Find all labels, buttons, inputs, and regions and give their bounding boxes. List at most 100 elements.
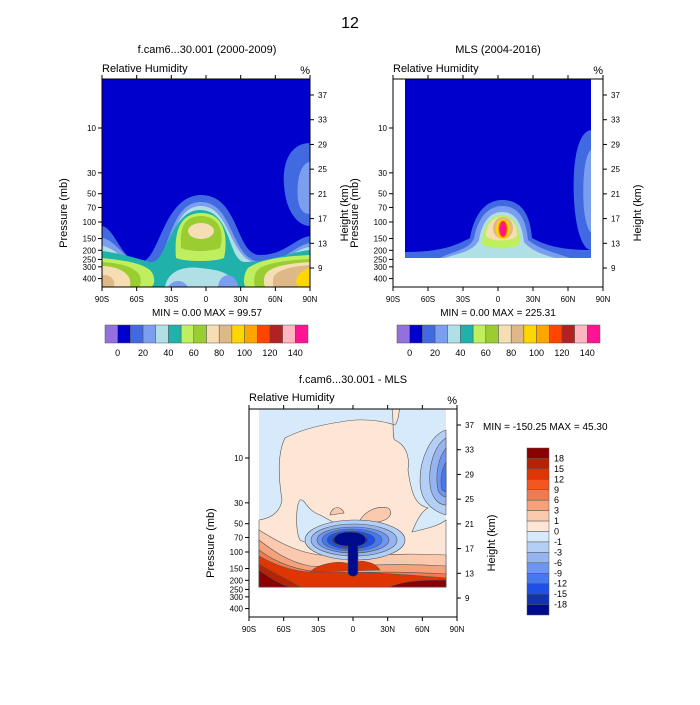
colorbar-box [104, 324, 118, 344]
x-tick-label: 60S [277, 625, 291, 634]
y-axis-label-right: Height (km) [486, 515, 498, 572]
panel1-colorbar: 0 20 40 60 80 100 120 140 [104, 324, 309, 358]
height-tick-label: 37 [611, 91, 620, 100]
panel3-field [248, 408, 458, 618]
colorbar-label: 40 [163, 348, 173, 358]
colorbar-box [526, 531, 550, 543]
height-tick-label: 17 [318, 215, 327, 224]
pressure-tick-label: 300 [230, 593, 244, 602]
height-tick-label: 17 [465, 545, 474, 554]
x-tick-label: 90N [450, 625, 465, 634]
colorbar-label: 3 [554, 506, 559, 516]
colorbar-box [526, 468, 550, 480]
x-tick-label: 30S [311, 625, 325, 634]
colorbar-label: 120 [262, 348, 277, 358]
height-tick-label: 9 [318, 264, 323, 273]
x-tick-label: 90N [596, 295, 611, 304]
height-tick-label: 29 [465, 470, 474, 479]
colorbar-label: 40 [455, 348, 465, 358]
colorbar-box [422, 324, 436, 344]
colorbar-label: 100 [237, 348, 252, 358]
colorbar-box [231, 324, 245, 344]
colorbar-box [523, 324, 537, 344]
colorbar-label: 20 [430, 348, 440, 358]
colorbar-box [180, 324, 195, 344]
panel2-subtitle: Relative Humidity [393, 63, 479, 75]
colorbar-box [434, 324, 448, 344]
colorbar-box [460, 324, 474, 344]
colorbar-box [549, 324, 563, 344]
colorbar-label: 20 [138, 348, 148, 358]
colorbar-label: 140 [580, 348, 595, 358]
colorbar-box [526, 593, 550, 605]
colorbar-box [561, 324, 575, 344]
colorbar-box [130, 324, 144, 344]
pressure-tick-label: 100 [83, 218, 97, 227]
colorbar-label: 60 [481, 348, 491, 358]
colorbar-box [526, 447, 550, 459]
colorbar-label: 140 [288, 348, 303, 358]
pressure-tick-label: 400 [230, 605, 244, 614]
colorbar-label: 100 [529, 348, 544, 358]
height-tick-label: 13 [611, 239, 620, 248]
x-tick-label: 90S [386, 295, 400, 304]
panel1-subtitle: Relative Humidity [102, 63, 188, 75]
x-tick-label: 60S [130, 295, 144, 304]
pressure-tick-label: 10 [234, 454, 243, 463]
colorbar-box [574, 324, 588, 344]
pressure-tick-label: 10 [87, 124, 96, 133]
height-tick-label: 25 [611, 165, 620, 174]
panel2-units: % [593, 65, 603, 77]
pressure-tick-label: 100 [230, 548, 244, 557]
pressure-tick-label: 100 [374, 218, 388, 227]
height-tick-label: 21 [611, 190, 620, 199]
colorbar-label: 60 [189, 348, 199, 358]
pressure-tick-label: 400 [83, 275, 97, 284]
colorbar-box [526, 499, 550, 511]
colorbar-box [526, 604, 550, 616]
x-tick-label: 90S [242, 625, 256, 634]
colorbar-box [526, 562, 550, 574]
x-tick-label: 30N [233, 295, 248, 304]
height-tick-label: 33 [465, 446, 474, 455]
colorbar-label: 1 [554, 516, 559, 526]
pressure-tick-label: 70 [87, 203, 96, 212]
height-tick-label: 29 [611, 140, 620, 149]
colorbar-box [117, 324, 131, 344]
colorbar-label: 0 [554, 527, 559, 537]
pressure-tick-label: 250 [83, 255, 97, 264]
x-tick-label: 0 [496, 295, 501, 304]
colorbar-label: 80 [214, 348, 224, 358]
colorbar-box [498, 324, 512, 344]
panel1-units: % [300, 65, 310, 77]
colorbar-box [526, 510, 550, 522]
height-tick-label: 13 [465, 569, 474, 578]
colorbar-label: -18 [554, 600, 567, 610]
height-tick-label: 37 [465, 421, 474, 430]
colorbar-box [244, 324, 258, 344]
y-axis-label: Pressure (mb) [349, 178, 361, 248]
panel3-stats: MIN = -150.25 MAX = 45.30 [483, 422, 608, 433]
colorbar-label: -9 [554, 568, 562, 578]
colorbar-label: 12 [554, 474, 564, 484]
pressure-tick-label: 30 [87, 169, 96, 178]
colorbar-label: 80 [506, 348, 516, 358]
pressure-tick-label: 200 [230, 576, 244, 585]
height-tick-label: 9 [465, 594, 470, 603]
colorbar-box [447, 324, 461, 344]
colorbar-box [396, 324, 410, 344]
colorbar-box [155, 324, 169, 344]
pressure-tick-label: 10 [378, 124, 387, 133]
height-tick-label: 25 [318, 165, 327, 174]
y-axis-label: Pressure (mb) [205, 508, 217, 578]
x-tick-label: 30S [456, 295, 470, 304]
height-tick-label: 33 [611, 116, 620, 125]
colorbar-box [168, 324, 182, 344]
panel1-field [101, 78, 311, 288]
pressure-tick-label: 300 [374, 263, 388, 272]
colorbar-box [282, 324, 296, 344]
pressure-tick-label: 50 [378, 190, 387, 199]
colorbar-label: -3 [554, 547, 562, 557]
pressure-tick-label: 70 [234, 533, 243, 542]
